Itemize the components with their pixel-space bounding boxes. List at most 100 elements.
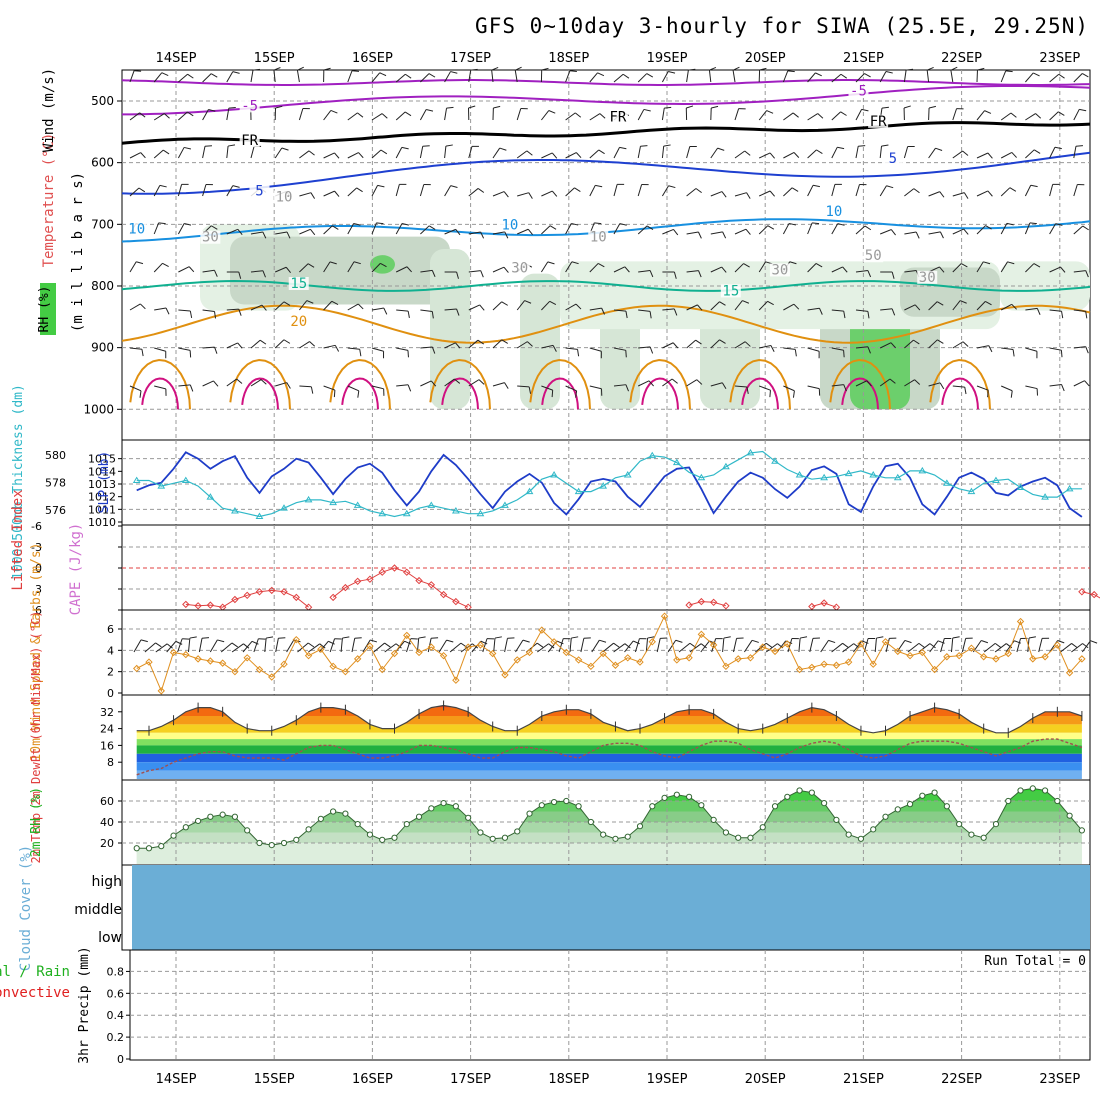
wind-barb bbox=[904, 270, 917, 273]
lifted-index-marker bbox=[353, 577, 362, 586]
wind-barb-flag bbox=[334, 190, 340, 197]
wind-barb-flag bbox=[886, 185, 894, 189]
wind-barb bbox=[1073, 73, 1083, 83]
rh-marker bbox=[366, 831, 374, 838]
rh-tick-label: 40 bbox=[100, 816, 114, 829]
thickness-marker bbox=[992, 476, 1000, 484]
wind-barb-flag bbox=[262, 270, 266, 278]
wind-barb bbox=[758, 301, 768, 311]
wind-barb-flag bbox=[158, 222, 166, 225]
thickness-marker bbox=[918, 466, 927, 474]
wind-barb bbox=[602, 642, 614, 653]
warm-contour bbox=[329, 358, 391, 410]
wind-barb bbox=[807, 347, 820, 352]
wind-barb-flag bbox=[697, 231, 702, 239]
thickness-marker bbox=[206, 493, 215, 500]
rh-marker bbox=[857, 835, 865, 842]
rh-marker bbox=[305, 826, 312, 833]
wind-barb-flag bbox=[574, 187, 581, 192]
wind-barb bbox=[492, 191, 505, 197]
wind-barb-flag bbox=[937, 339, 944, 344]
precip-tick-label: 0 bbox=[117, 1053, 124, 1066]
wind-barb bbox=[637, 73, 648, 83]
warm-contour bbox=[729, 358, 791, 410]
wind-barb-flag bbox=[721, 191, 727, 198]
wind-barb-flag bbox=[166, 643, 173, 649]
hot-contour bbox=[641, 377, 679, 410]
wind-barb-flag bbox=[594, 222, 602, 225]
wind-barb-flag bbox=[625, 311, 628, 319]
pressure-tick-label: 700 bbox=[91, 217, 114, 231]
wind-barb-flag bbox=[379, 72, 387, 77]
hot-contour bbox=[841, 377, 879, 410]
wind-barb-flag bbox=[962, 341, 969, 347]
wind-barb bbox=[444, 342, 456, 349]
wind-barb bbox=[880, 229, 892, 235]
wind-barb bbox=[202, 146, 206, 159]
wind-barb-flag bbox=[793, 303, 800, 310]
wind-barb-flag bbox=[864, 225, 872, 231]
wind-speed-marker bbox=[341, 667, 350, 676]
wind-barb-flag bbox=[1090, 640, 1098, 644]
wind-barb bbox=[1000, 261, 1008, 273]
wind-barb bbox=[492, 231, 505, 235]
wind-barb-flag bbox=[711, 105, 719, 109]
wind-barb bbox=[759, 385, 771, 391]
wind-barb bbox=[928, 231, 941, 235]
wind-barb-flag bbox=[688, 68, 696, 71]
wind-barb-flag bbox=[867, 311, 870, 319]
wind-speed-marker bbox=[525, 648, 534, 657]
wind-barb bbox=[758, 152, 771, 159]
wind-barb bbox=[416, 638, 420, 653]
wind-speed-series bbox=[133, 612, 1086, 695]
rh-color-band bbox=[136, 843, 1082, 864]
contour-label: 10 bbox=[276, 190, 293, 206]
wind-barb-flag bbox=[744, 150, 751, 156]
wind-barb-flag bbox=[454, 378, 461, 384]
wind-barb-flag bbox=[445, 144, 453, 147]
wind-barb bbox=[686, 379, 698, 387]
wind-barb bbox=[384, 643, 397, 653]
wind-barb-flag bbox=[551, 152, 558, 159]
wind-barb bbox=[722, 638, 725, 653]
rh-panel: 20 40 60 2m RH (%) bbox=[29, 779, 1091, 866]
wind-barb-flag bbox=[935, 147, 943, 151]
wind-barb-flag bbox=[232, 185, 240, 188]
wind-barb bbox=[885, 638, 890, 653]
wind-barb-flag bbox=[541, 67, 549, 71]
rh-shade-patch bbox=[520, 273, 560, 410]
wind-barb bbox=[589, 185, 596, 197]
pressure-tick-label: 900 bbox=[91, 341, 114, 355]
contour-label-bg bbox=[868, 114, 889, 128]
wind-barb-flag bbox=[161, 72, 169, 77]
wind-barb-flag bbox=[1036, 308, 1041, 315]
wind-speed-marker bbox=[488, 649, 497, 658]
wind-barb bbox=[226, 378, 237, 387]
wind-barb-flag bbox=[569, 70, 577, 72]
wind-barb bbox=[831, 223, 839, 235]
wind-barb bbox=[591, 639, 600, 653]
wind-barb bbox=[807, 185, 814, 197]
wind-barb bbox=[250, 339, 261, 349]
wind-barb bbox=[638, 269, 651, 273]
wind-barb bbox=[493, 638, 496, 653]
thickness-marker bbox=[132, 476, 141, 484]
thickness-marker bbox=[427, 501, 436, 508]
wind-barb bbox=[351, 638, 356, 653]
wind-barb bbox=[153, 113, 165, 121]
wind-barb bbox=[371, 222, 377, 235]
wind-barb bbox=[444, 108, 448, 121]
thickness-marker bbox=[501, 501, 509, 508]
thickness-tick-label: 578 bbox=[45, 477, 66, 490]
wind-ticks: 0 2 4 6 bbox=[107, 623, 122, 700]
thickness-marker bbox=[550, 471, 558, 478]
wind-barb-flag bbox=[359, 349, 362, 357]
wind-barb bbox=[1049, 309, 1062, 312]
wind-barb bbox=[952, 108, 958, 121]
wind-barb bbox=[787, 638, 793, 653]
contour-label: 30 bbox=[511, 261, 528, 277]
wind-barb bbox=[928, 191, 940, 197]
rh-marker bbox=[698, 802, 705, 809]
wind-barb bbox=[983, 643, 996, 653]
wind-barb bbox=[613, 309, 626, 312]
